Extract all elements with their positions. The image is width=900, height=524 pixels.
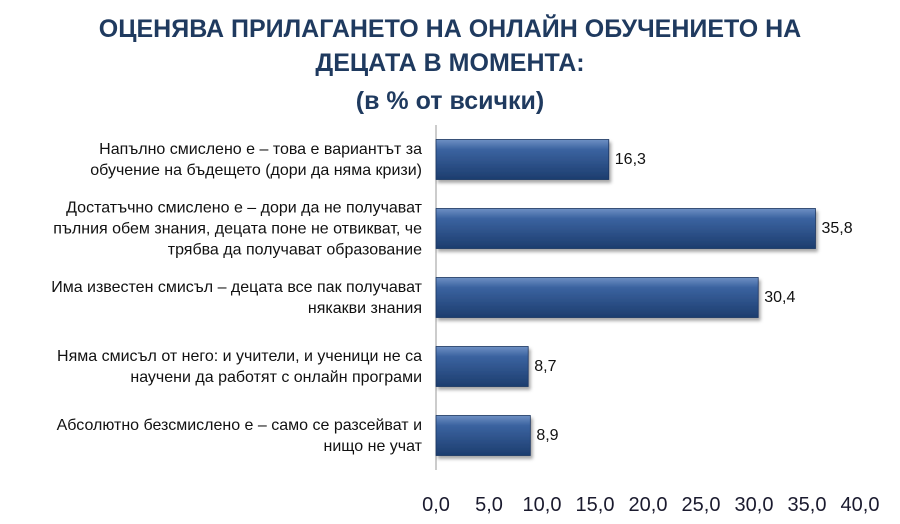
chart-title: ОЦЕНЯВА ПРИЛАГАНЕТО НА ОНЛАЙН ОБУЧЕНИЕТО… [0,12,900,118]
category-label-1-line-2: обучение на бъдещето (дори да няма кризи… [90,161,422,179]
category-label-2-line-1: Достатъчно смислено е – дори да не получ… [66,199,422,216]
category-label-3-line-2: някакви знания [307,299,422,317]
category-label-4-line-1: Няма смисъл от него: и учители, и учениц… [57,347,422,365]
category-label-3-line-1: Има известен смисъл – децата все пак пол… [51,278,422,296]
data-label-4: 8,7 [534,357,557,375]
bar-5 [435,415,531,456]
data-label-5: 8,9 [536,426,559,444]
data-label-3: 30,4 [764,288,796,306]
x-tick-label-6: 25,0 [682,494,721,516]
x-tick-label-9: 40,0 [841,494,880,516]
category-label-2-line-3: трябва да получават образование [167,241,422,258]
data-label-2: 35,8 [821,219,853,237]
title-line-2: ДЕЦАТА В МОМЕНТА: [315,49,585,77]
chart-subtitle: (в % от всички) [355,87,545,115]
category-label-2-line-2: пълния обем знания, децата поне не отвик… [53,220,422,237]
category-label-4: Няма смисъл от него: и учители, и учениц… [2,346,422,388]
title-line-1: ОЦЕНЯВА ПРИЛАГАНЕТО НА ОНЛАЙН ОБУЧЕНИЕТО… [98,15,802,43]
x-tick-label-8: 35,0 [788,494,827,516]
x-tick-label-1: 0,0 [422,494,450,516]
x-tick-label-4: 15,0 [576,494,615,516]
category-label-4-line-2: научени да работят с онлайн програми [130,368,422,386]
category-label-1-line-1: Напълно смислено е – това е вариантът за [99,140,422,158]
data-label-1: 16,3 [614,150,646,168]
category-label-2: Достатъчно смислено е – дори да не получ… [2,197,422,260]
bar-4 [435,346,529,387]
category-label-5-line-1: Абсолютно безсмислено е – само се разсей… [56,416,422,434]
x-tick-label-7: 30,0 [735,494,774,516]
bar-3 [435,277,759,318]
bar-2 [435,208,816,249]
category-label-3: Има известен смисъл – децата все пак пол… [2,277,422,319]
x-tick-label-2: 5,0 [475,494,503,516]
x-tick-label-3: 10,0 [523,494,562,516]
x-tick-label-5: 20,0 [629,494,668,516]
category-label-5-line-2: нищо не учат [323,437,423,455]
bar-1 [435,139,610,180]
category-label-5: Абсолютно безсмислено е – само се разсей… [2,415,422,457]
category-label-1: Напълно смислено е – това е вариантът за… [2,139,422,181]
